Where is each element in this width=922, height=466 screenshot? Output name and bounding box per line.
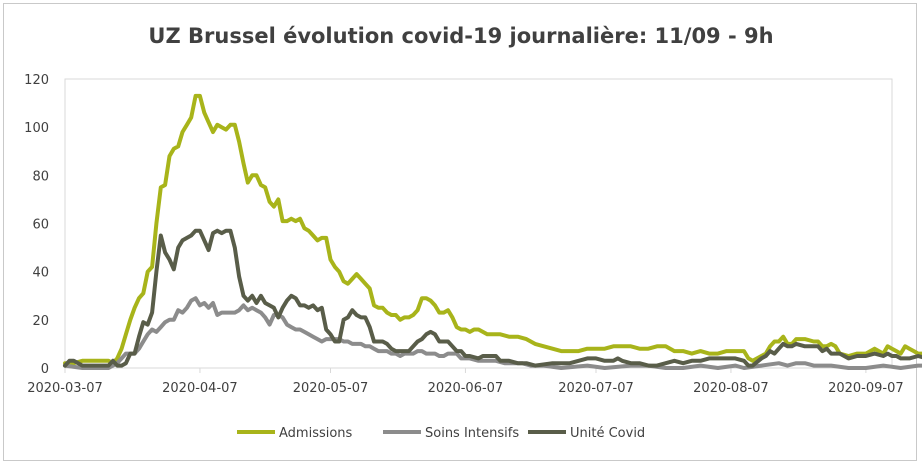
x-tick-label: 2020-05-07 [293, 381, 369, 396]
chart-title: UZ Brussel évolution covid-19 journalièr… [148, 24, 774, 48]
y-tick-label: 80 [32, 169, 49, 184]
y-tick-label: 40 [32, 266, 49, 281]
y-tick-label: 60 [32, 218, 49, 233]
x-tick-label: 2020-07-07 [558, 381, 634, 396]
x-axis: 2020-03-07 2020-04-07 2020-05-07 2020-06-07… [27, 368, 904, 396]
legend-label: Admissions [279, 426, 353, 441]
series-line-2 [63, 228, 922, 368]
x-tick-label: 2020-03-07 [27, 381, 103, 396]
legend-label: Unité Covid [570, 426, 645, 441]
series-line-0 [63, 93, 922, 366]
x-tick-label: 2020-06-07 [428, 381, 504, 396]
y-tick-label: 0 [41, 362, 49, 377]
y-tick-label: 120 [24, 73, 49, 88]
legend: Admissions Soins Intensifs Unité Covid [237, 426, 645, 441]
y-axis: 0 20 40 60 80 100 120 [24, 73, 49, 377]
y-tick-label: 100 [24, 121, 49, 136]
series-lines [63, 93, 922, 370]
y-tick-label: 20 [32, 314, 49, 329]
x-tick-label: 2020-09-07 [828, 381, 904, 396]
plot-area [64, 78, 893, 369]
x-tick-label: 2020-04-07 [162, 381, 238, 396]
x-tick-label: 2020-08-07 [693, 381, 769, 396]
legend-label: Soins Intensifs [425, 426, 519, 441]
